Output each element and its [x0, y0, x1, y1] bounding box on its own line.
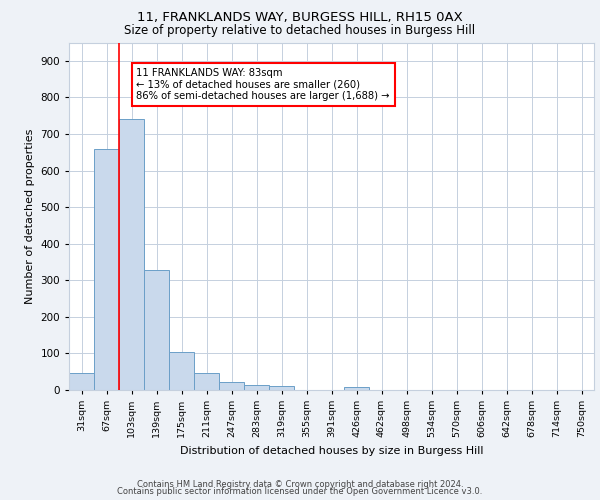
- X-axis label: Distribution of detached houses by size in Burgess Hill: Distribution of detached houses by size …: [180, 446, 483, 456]
- Y-axis label: Number of detached properties: Number of detached properties: [25, 128, 35, 304]
- Text: 11, FRANKLANDS WAY, BURGESS HILL, RH15 0AX: 11, FRANKLANDS WAY, BURGESS HILL, RH15 0…: [137, 11, 463, 24]
- Text: Size of property relative to detached houses in Burgess Hill: Size of property relative to detached ho…: [124, 24, 476, 37]
- Text: Contains HM Land Registry data © Crown copyright and database right 2024.: Contains HM Land Registry data © Crown c…: [137, 480, 463, 489]
- Bar: [269, 386, 294, 390]
- Bar: [169, 352, 194, 390]
- Bar: [219, 382, 244, 390]
- Text: 11 FRANKLANDS WAY: 83sqm
← 13% of detached houses are smaller (260)
86% of semi-: 11 FRANKLANDS WAY: 83sqm ← 13% of detach…: [137, 68, 390, 102]
- Bar: [119, 120, 144, 390]
- Text: Contains public sector information licensed under the Open Government Licence v3: Contains public sector information licen…: [118, 488, 482, 496]
- Bar: [69, 373, 94, 390]
- Bar: [244, 384, 269, 390]
- Bar: [94, 148, 119, 390]
- Bar: [194, 373, 219, 390]
- Bar: [344, 388, 369, 390]
- Bar: [144, 270, 169, 390]
